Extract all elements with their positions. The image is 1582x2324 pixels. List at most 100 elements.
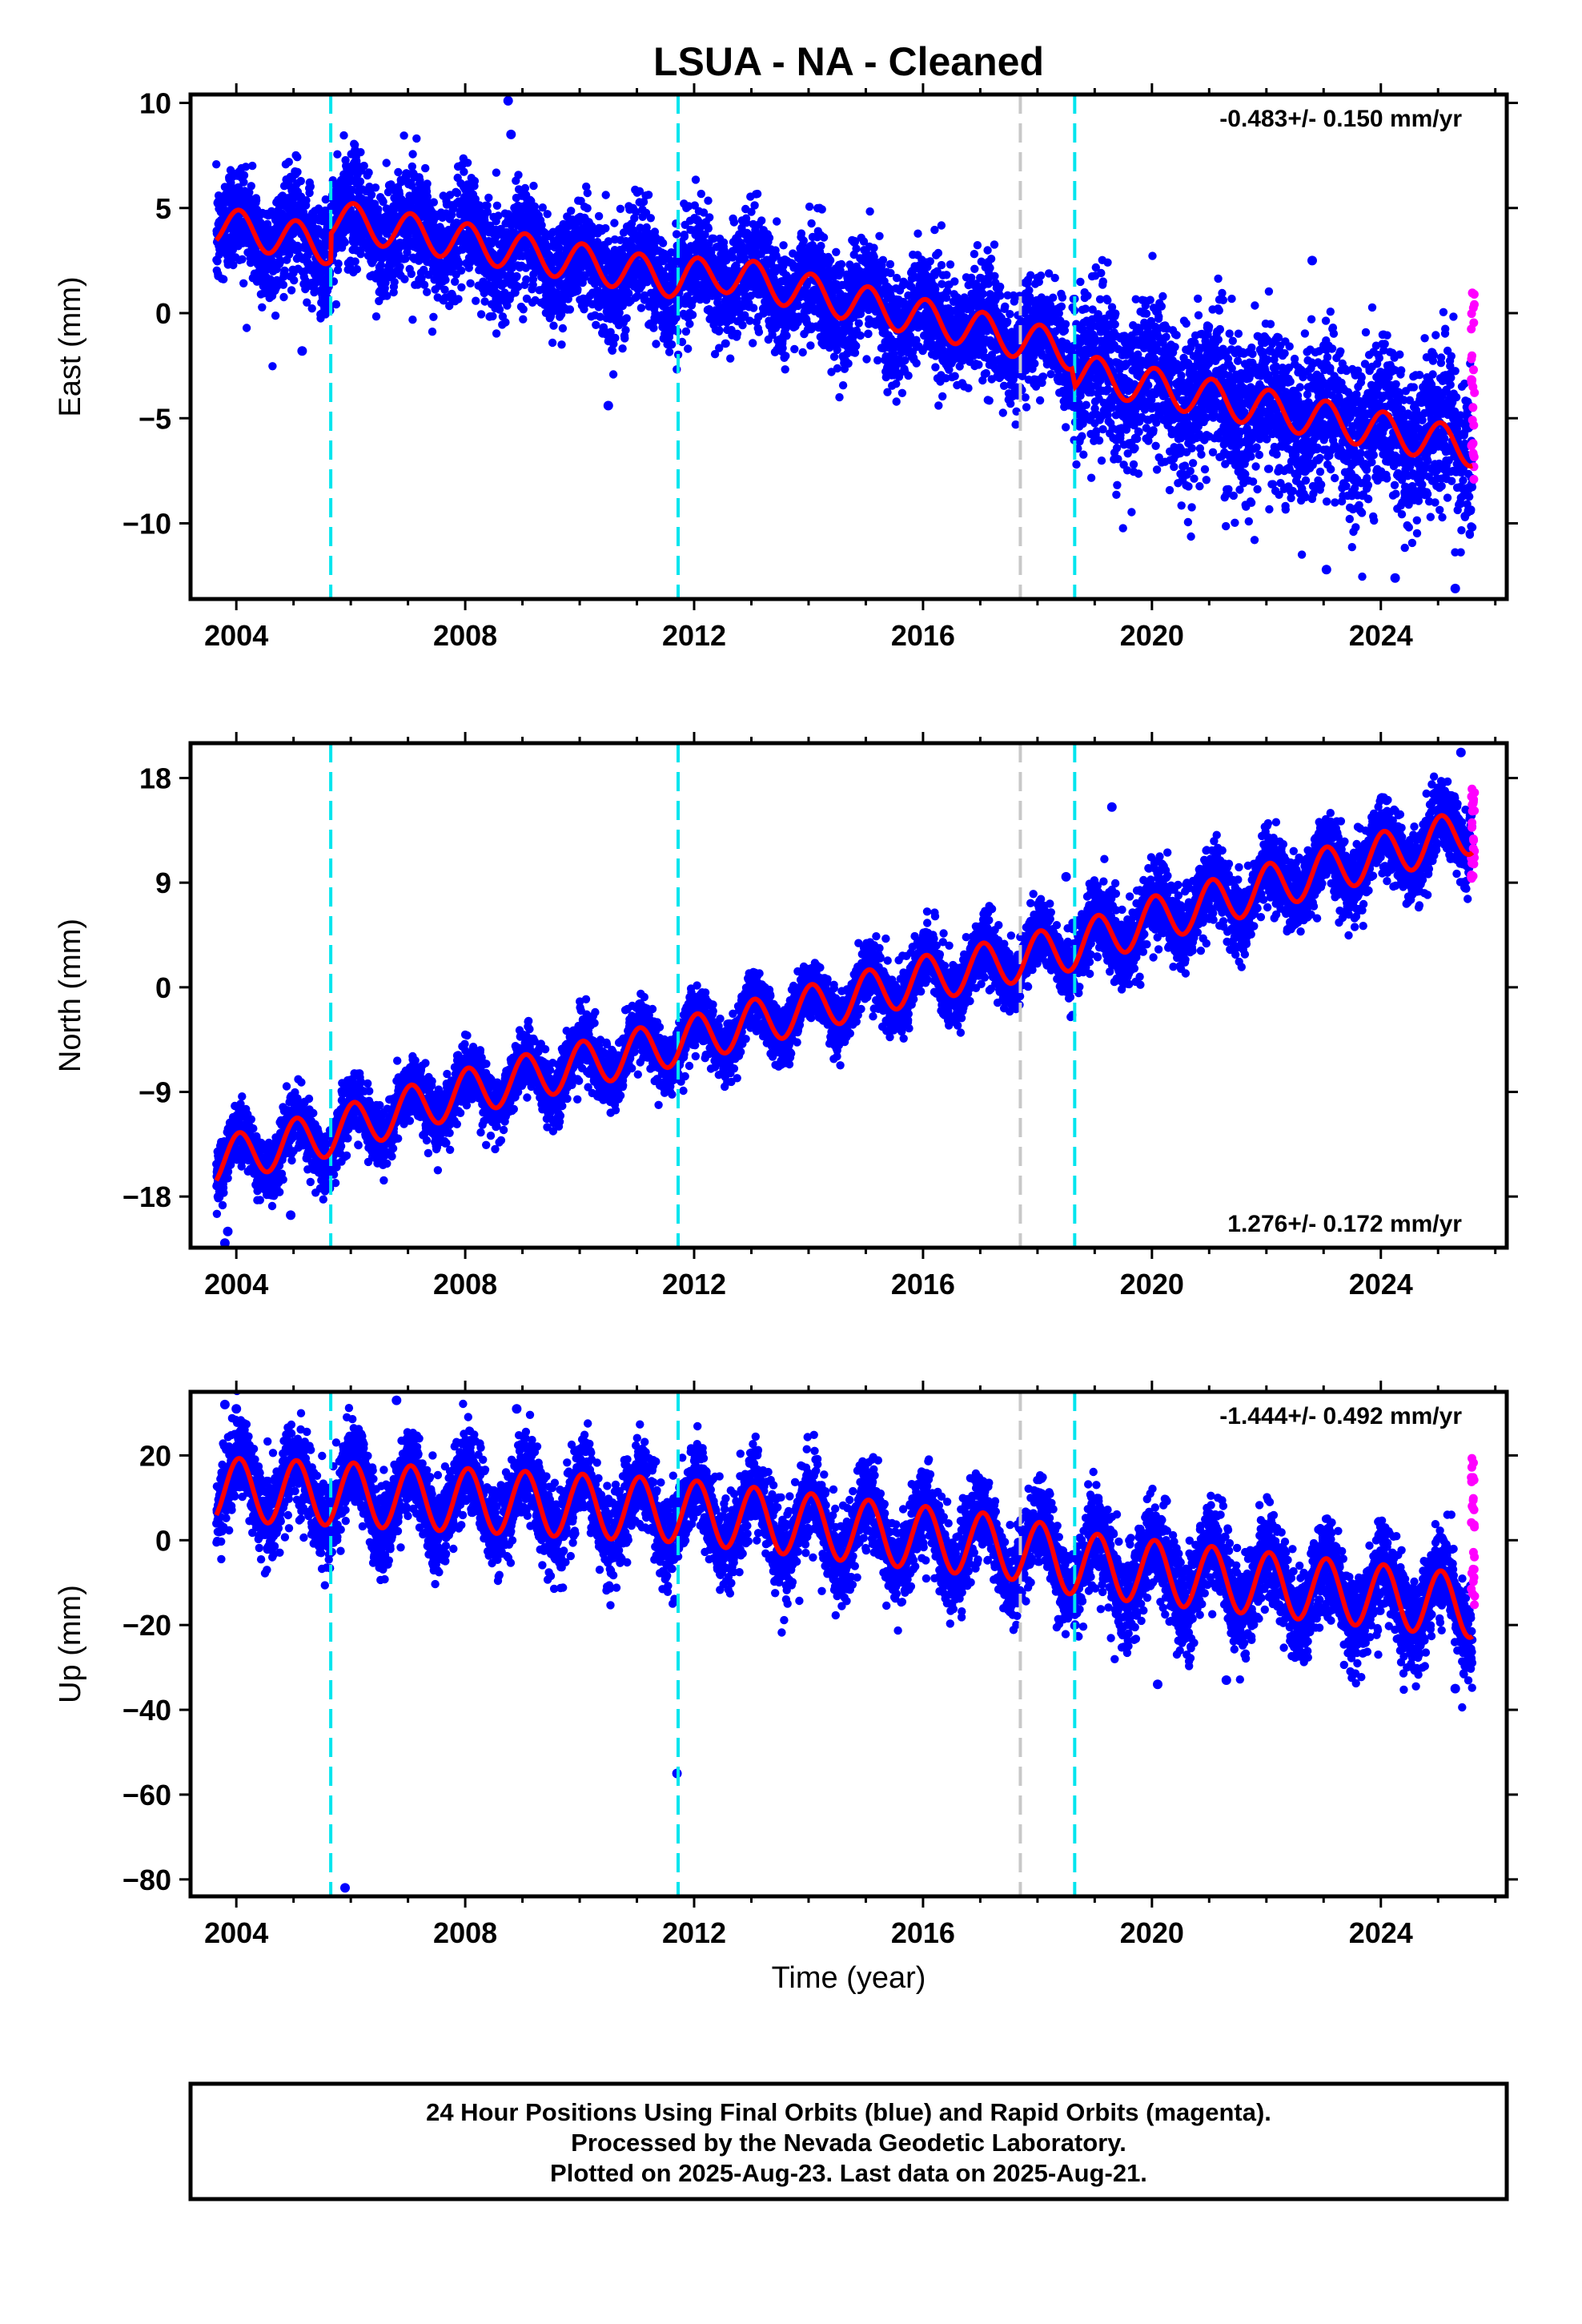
data-point (611, 333, 620, 343)
data-point (376, 260, 385, 270)
data-point (862, 355, 871, 364)
data-point (407, 269, 416, 279)
chart-title: LSUA - NA - Cleaned (653, 39, 1044, 84)
data-point (557, 340, 566, 349)
data-point (667, 340, 677, 349)
data-point (793, 301, 802, 311)
data-point (592, 320, 600, 329)
data-point (239, 279, 248, 287)
data-point (408, 316, 417, 324)
data-point (644, 191, 653, 199)
data-point (457, 283, 466, 292)
data-point (321, 195, 330, 204)
data-point (339, 131, 348, 140)
data-point (817, 205, 826, 214)
data-point (825, 255, 835, 265)
data-point (797, 229, 806, 238)
data-point (738, 320, 747, 330)
data-point (543, 210, 552, 219)
data-point (441, 275, 450, 284)
data-point (778, 344, 787, 352)
data-point (878, 255, 888, 264)
data-point (817, 241, 825, 251)
data-point (805, 202, 814, 211)
data-point (355, 177, 365, 186)
data-point (970, 250, 979, 259)
data-point (622, 314, 631, 323)
data-point (937, 221, 946, 230)
data-point (549, 321, 558, 330)
data-point (790, 344, 799, 354)
data-point (757, 216, 766, 225)
data-point (618, 344, 627, 353)
data-point (460, 167, 468, 176)
data-point (721, 339, 730, 348)
data-point (685, 320, 694, 328)
data-point (729, 218, 739, 227)
data-point (359, 161, 368, 171)
data-point (382, 204, 391, 213)
data-point (276, 256, 285, 265)
data-point (212, 160, 221, 169)
data-point (356, 250, 365, 259)
data-point (558, 324, 568, 333)
data-point (239, 171, 249, 180)
data-point (974, 360, 983, 369)
data-point (652, 340, 661, 348)
data-point (488, 312, 497, 321)
data-point (672, 230, 681, 239)
data-point (492, 201, 502, 210)
data-point (470, 176, 480, 186)
data-point (838, 381, 848, 390)
data-point (248, 161, 257, 171)
data-point (782, 332, 791, 340)
data-point (837, 259, 846, 269)
data-point (986, 255, 996, 263)
data-point (691, 175, 701, 184)
data-point (268, 362, 277, 371)
data-point (835, 392, 844, 402)
data-point (773, 217, 781, 226)
data-point (938, 392, 947, 401)
data-point (293, 167, 302, 176)
data-point (285, 250, 294, 259)
data-point (930, 225, 939, 235)
data-point (964, 384, 973, 392)
data-point (400, 131, 408, 140)
data-point (781, 352, 790, 360)
data-point (428, 328, 437, 336)
data-point (601, 223, 610, 233)
data-point (750, 201, 759, 210)
data-point (608, 370, 618, 379)
data-point (408, 162, 416, 171)
data-point (934, 401, 943, 410)
data-point (970, 264, 979, 273)
data-point (280, 266, 289, 275)
data-point (807, 219, 816, 228)
data-point (985, 396, 994, 405)
data-point (912, 359, 921, 368)
data-point (665, 348, 674, 356)
data-point (374, 205, 383, 214)
data-point (293, 153, 302, 162)
data-point (290, 275, 299, 285)
data-point (854, 319, 863, 328)
data-point (323, 211, 331, 220)
data-point (865, 207, 874, 216)
final-orbit-points (212, 95, 1477, 593)
data-point (990, 240, 999, 249)
data-point (484, 193, 493, 203)
data-point (213, 257, 222, 266)
data-point (472, 296, 480, 305)
data-point (466, 279, 475, 287)
data-point (704, 224, 713, 233)
data-point (492, 168, 501, 177)
data-point (983, 246, 992, 255)
data-point (454, 295, 463, 304)
data-point (226, 166, 235, 175)
data-point (334, 259, 343, 268)
data-point (440, 285, 449, 294)
data-point (931, 363, 940, 372)
data-point (331, 300, 341, 309)
